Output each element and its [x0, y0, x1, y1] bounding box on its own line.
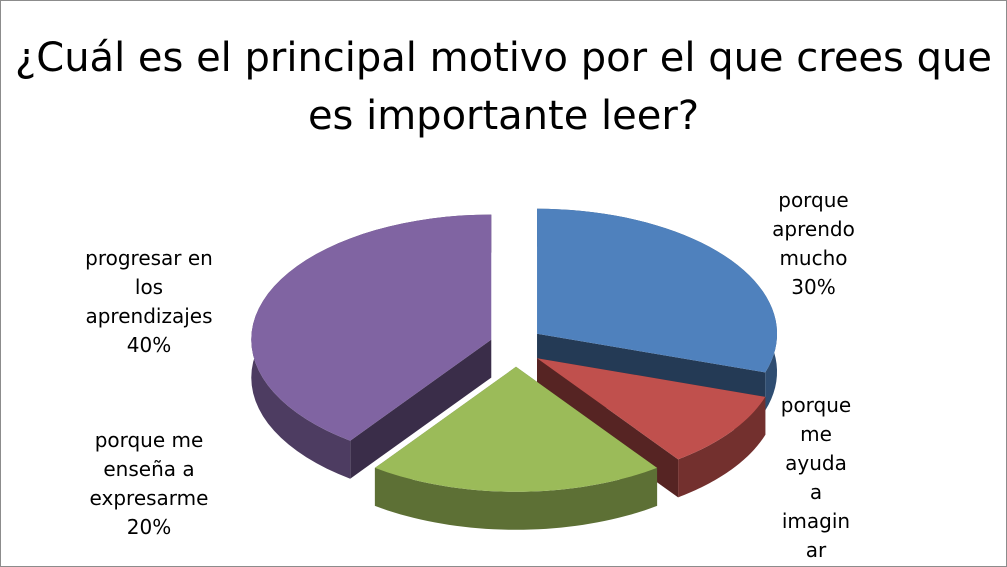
slice	[537, 208, 778, 373]
category-label: porque me enseña a expresarme	[89, 428, 209, 510]
slice-side	[678, 396, 766, 498]
slice-label: porque me ayuda a imaginar	[776, 391, 856, 565]
slice-side	[374, 467, 658, 530]
slice	[537, 358, 766, 460]
category-label: porque me ayuda a imaginar	[780, 393, 852, 562]
category-label: progresar en los aprendizajes	[85, 246, 213, 328]
slice-label: progresar en los aprendizajes 40%	[69, 244, 229, 360]
value-label: 40%	[126, 333, 172, 357]
chart-title: ¿Cuál es el principal motivo por el que …	[15, 35, 992, 139]
category-label: porque aprendo mucho	[772, 188, 855, 270]
slice-label: porque me enseña a expresarme 20%	[74, 426, 224, 542]
slice-label: porque aprendo mucho 30%	[766, 186, 861, 302]
slice	[251, 214, 492, 441]
value-label: 20%	[126, 515, 172, 539]
slice-edge	[350, 339, 492, 479]
slice	[374, 366, 658, 492]
value-label: 30%	[791, 275, 836, 299]
